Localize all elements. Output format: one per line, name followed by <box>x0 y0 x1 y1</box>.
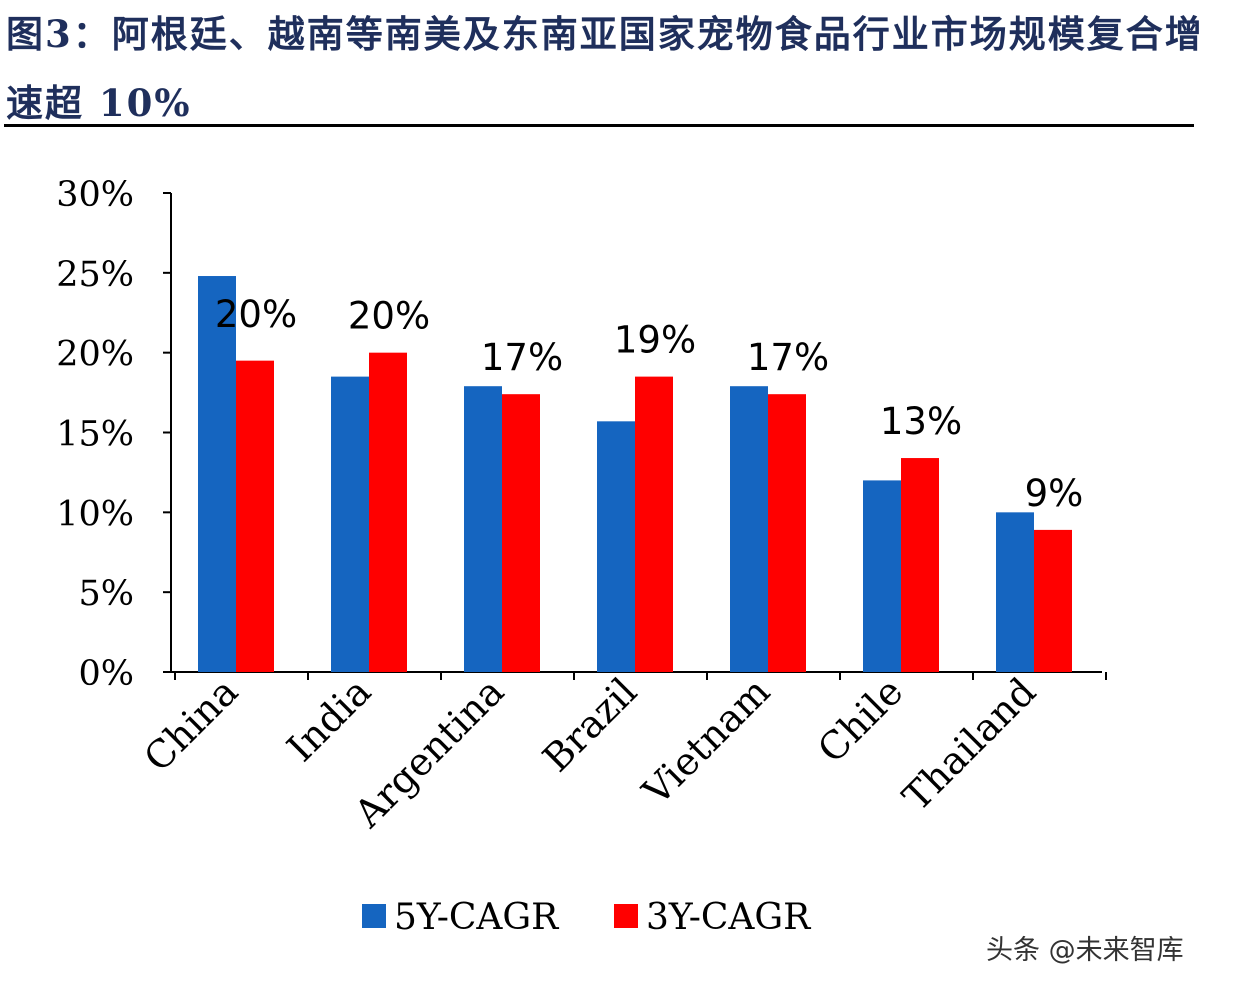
bar-5y-cagr-china <box>198 276 236 672</box>
x-tick-label: Chile <box>809 669 911 771</box>
y-tick-label: 20% <box>56 335 134 375</box>
bar-3y-cagr-thailand <box>1034 529 1072 672</box>
x-tick-label: Vietnam <box>634 669 779 814</box>
y-tick-label: 25% <box>56 255 134 295</box>
bar-5y-cagr-brazil <box>597 421 635 672</box>
data-label: 20% <box>348 295 430 338</box>
data-label: 17% <box>747 336 829 379</box>
bar-5y-cagr-india <box>331 376 369 672</box>
y-tick-label: 10% <box>56 494 134 534</box>
bar-5y-cagr-vietnam <box>730 386 768 672</box>
y-tick-label: 30% <box>56 175 134 215</box>
x-tick-label: India <box>279 669 380 770</box>
title-divider <box>4 124 1194 127</box>
chart-title: 图3：阿根廷、越南等南美及东南亚国家宠物食品行业市场规模复合增速超 10% <box>6 12 1204 125</box>
x-tick-label: China <box>135 669 246 780</box>
y-tick-label: 15% <box>56 415 134 455</box>
data-label: 17% <box>481 336 563 379</box>
bar-3y-cagr-brazil <box>635 376 673 672</box>
data-label: 9% <box>1025 472 1084 515</box>
watermark: 头条 @未来智库 <box>986 935 1184 966</box>
bar-3y-cagr-china <box>236 360 274 672</box>
data-label: 20% <box>215 293 297 336</box>
y-tick-label: 0% <box>78 654 134 694</box>
x-tick-label: Brazil <box>534 669 645 780</box>
bar-5y-cagr-thailand <box>996 512 1034 672</box>
legend-label: 5Y-CAGR <box>394 897 559 938</box>
legend-swatch-3y-cagr <box>614 904 638 928</box>
bar-5y-cagr-chile <box>863 480 901 672</box>
bar-3y-cagr-argentina <box>502 394 540 672</box>
legend-swatch-5y-cagr <box>362 904 386 928</box>
data-label: 19% <box>614 319 696 362</box>
bar-3y-cagr-india <box>369 352 407 672</box>
bar-3y-cagr-chile <box>901 458 939 672</box>
y-tick-label: 5% <box>78 574 134 614</box>
bar-5y-cagr-argentina <box>464 386 502 672</box>
data-label: 13% <box>880 400 962 443</box>
bar-3y-cagr-vietnam <box>768 394 806 672</box>
x-tick-label: Thailand <box>894 669 1044 819</box>
legend-label: 3Y-CAGR <box>646 897 811 938</box>
